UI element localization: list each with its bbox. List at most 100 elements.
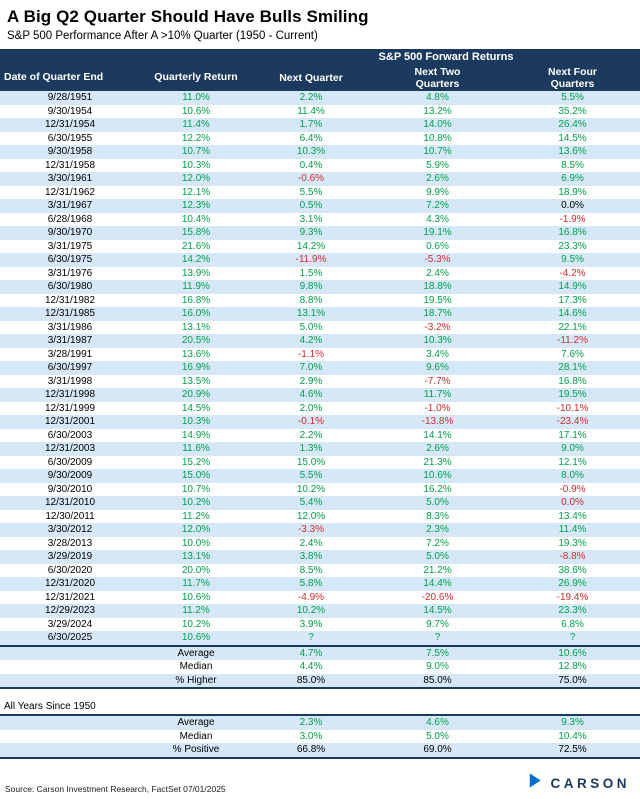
value-cell: -1.1% <box>297 348 325 360</box>
summary-label: % Positive <box>140 743 252 759</box>
table-row: 3/29/2019 13.1% 3.8% 5.0% -8.8% <box>0 550 640 564</box>
table-row: 12/31/1962 12.1% 5.5% 9.9% 18.9% <box>0 186 640 200</box>
value-cell: 19.1% <box>423 227 452 238</box>
value-cell: 26.9% <box>558 578 587 589</box>
table-row: 3/31/1987 20.5% 4.2% 10.3% -11.2% <box>0 334 640 348</box>
col-header-next-four-quarters: Next Four Quarters <box>505 65 640 91</box>
date-cell: 3/30/2012 <box>47 524 93 535</box>
date-cell: 12/31/2003 <box>44 443 96 454</box>
date-cell: 12/31/1958 <box>44 159 96 171</box>
value-cell: 10.8% <box>423 132 452 144</box>
date-cell: 6/30/2025 <box>47 632 93 643</box>
date-cell: 6/30/1975 <box>47 254 93 265</box>
value-cell: 0.5% <box>299 200 323 211</box>
value-cell: 13.1% <box>296 308 326 319</box>
date-cell: 3/31/1998 <box>47 375 93 387</box>
table-row: 3/31/1967 12.3% 0.5% 7.2% 0.0% <box>0 199 640 213</box>
summary-value: 4.6% <box>370 714 505 730</box>
value-cell: 28.1% <box>558 362 587 373</box>
value-cell: 7.6% <box>561 348 584 360</box>
value-cell: 15.0% <box>296 456 326 468</box>
value-cell: 11.4% <box>182 119 210 130</box>
value-cell: 5.0% <box>426 497 449 508</box>
carson-logo-icon <box>526 772 543 794</box>
value-cell: -7.7% <box>424 375 451 387</box>
value-cell: 12.1% <box>558 456 587 468</box>
value-cell: 22.1% <box>558 321 587 333</box>
value-cell: 16.8% <box>558 375 587 387</box>
table-row: 6/30/2020 20.0% 8.5% 21.2% 38.6% <box>0 564 640 578</box>
table-row: 3/31/1975 21.6% 14.2% 0.6% 23.3% <box>0 240 640 254</box>
value-cell: 1.3% <box>299 443 323 454</box>
table-header: Date of Quarter End Quarterly Return S&P… <box>0 49 640 91</box>
value-cell: 8.8% <box>299 294 323 306</box>
value-cell: ? <box>569 632 576 643</box>
summary-label: Median <box>179 661 213 672</box>
value-cell: 2.4% <box>426 267 449 279</box>
value-cell: 18.8% <box>423 281 452 292</box>
value-cell: 20.0% <box>181 564 211 576</box>
value-cell: 11.7% <box>423 389 452 400</box>
value-cell: 11.2% <box>182 510 210 522</box>
value-cell: 21.3% <box>423 456 452 468</box>
date-cell: 12/31/1999 <box>44 402 96 414</box>
table-row: 12/31/2010 10.2% 5.4% 5.0% 0.0% <box>0 496 640 510</box>
table-row: 12/31/2001 10.3% -0.1% -13.8% -23.4% <box>0 415 640 429</box>
value-cell: 16.9% <box>181 362 211 373</box>
empty-cell <box>0 730 140 744</box>
value-cell: 16.8% <box>558 227 587 238</box>
value-cell: -4.2% <box>559 267 586 279</box>
table-row: 6/30/1997 16.9% 7.0% 9.6% 28.1% <box>0 361 640 375</box>
summary-row: Average 4.7% 7.5% 10.6% <box>0 644 640 660</box>
value-cell: -20.6% <box>421 591 454 603</box>
date-cell: 3/31/1976 <box>47 267 93 279</box>
table-row: 6/30/1955 12.2% 6.4% 10.8% 14.5% <box>0 132 640 146</box>
table-row: 3/28/2013 10.0% 2.4% 7.2% 19.3% <box>0 537 640 551</box>
page-subtitle: S&P 500 Performance After A >10% Quarter… <box>7 30 318 42</box>
value-cell: 4.2% <box>299 335 323 346</box>
summary-row: % Higher 85.0% 85.0% 75.0% <box>0 673 640 689</box>
value-cell: 9.5% <box>561 254 584 265</box>
summary-value: 9.0% <box>426 661 449 672</box>
value-cell: -8.8% <box>559 551 586 562</box>
date-cell: 12/29/2023 <box>44 605 96 616</box>
value-cell: -0.9% <box>559 483 586 495</box>
value-cell: 14.2% <box>296 240 326 252</box>
value-cell: 13.4% <box>558 510 587 522</box>
table-row: 6/30/2003 14.9% 2.2% 14.1% 17.1% <box>0 429 640 443</box>
value-cell: ? <box>434 632 441 643</box>
value-cell: 5.0% <box>299 321 323 333</box>
all-years-row: Average 2.3% 4.6% 9.3% <box>0 714 640 730</box>
value-cell: 8.5% <box>561 159 584 171</box>
value-cell: 6.4% <box>299 132 323 144</box>
all-years-row: % Positive 66.8% 69.0% 72.5% <box>0 743 640 759</box>
summary-value: 10.6% <box>505 644 640 660</box>
value-cell: 4.8% <box>426 92 449 103</box>
value-cell: 12.3% <box>181 200 211 211</box>
value-cell: 19.3% <box>558 537 587 549</box>
summary-value: 85.0% <box>252 673 370 689</box>
empty-cell <box>0 644 140 660</box>
value-cell: 3.9% <box>299 618 323 630</box>
value-cell: 7.2% <box>426 537 449 549</box>
value-cell: 13.2% <box>423 105 452 117</box>
all-years-section-label: All Years Since 1950 <box>4 701 96 712</box>
value-cell: 13.1% <box>181 321 211 333</box>
value-cell: 12.2% <box>181 132 211 144</box>
value-cell: 16.2% <box>423 483 452 495</box>
table-row: 12/31/2020 11.7% 5.8% 14.4% 26.9% <box>0 577 640 591</box>
value-cell: 0.6% <box>426 240 449 252</box>
value-cell: 10.0% <box>181 537 211 549</box>
table-row: 12/31/1958 10.3% 0.4% 5.9% 8.5% <box>0 159 640 173</box>
value-cell: 15.2% <box>181 456 211 468</box>
value-cell: -13.8% <box>421 416 454 427</box>
value-cell: 0.0% <box>561 497 584 508</box>
summary-label: Average <box>140 644 252 660</box>
date-cell: 6/30/1955 <box>47 132 93 144</box>
value-cell: 35.2% <box>558 105 587 117</box>
value-cell: 5.5% <box>299 470 323 481</box>
summary-row: Median 4.4% 9.0% 12.8% <box>0 660 640 674</box>
value-cell: -1.0% <box>424 402 451 414</box>
value-cell: 5.5% <box>299 186 323 198</box>
summary-value: 10.4% <box>558 730 587 742</box>
